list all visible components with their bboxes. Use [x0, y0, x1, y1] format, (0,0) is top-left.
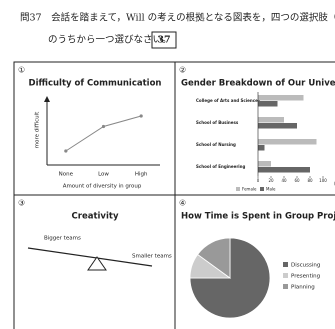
- pie-slice: [197, 237, 231, 279]
- legend-swatch: [283, 273, 288, 278]
- y-tick-label: School of Business: [196, 120, 239, 125]
- x-tick-label: 100: [319, 178, 327, 183]
- point: [64, 149, 68, 153]
- bar: [258, 123, 297, 129]
- bar: [258, 167, 310, 173]
- panel-grid: [13, 61, 335, 329]
- bar: [258, 101, 278, 107]
- question-line: 問37 会話を踏まえて，Will の考えの根拠となる図表を，四つの選択肢（①～④: [20, 12, 335, 24]
- y-tick-label: College of Arts and Sciences: [196, 98, 261, 103]
- legend-swatch: [283, 262, 288, 267]
- choice-number: ④: [179, 199, 186, 208]
- answer-number: 37: [157, 35, 170, 46]
- legend-swatch: [236, 187, 240, 191]
- x-axis-label: Amount of diversity in group: [63, 184, 142, 190]
- legend-label: Planning: [291, 285, 315, 291]
- chart-title: Gender Breakdown of Our University: [181, 79, 335, 89]
- chart-title: How Time is Spent in Group Projects: [181, 212, 335, 222]
- point: [101, 124, 106, 129]
- bar: [258, 117, 284, 123]
- legend-label: Female: [242, 187, 257, 192]
- arrow-head: [44, 96, 50, 102]
- x-tick-label: 0: [257, 178, 260, 183]
- x-tick-label: Low: [98, 172, 109, 178]
- seesaw-label: Bigger teams: [44, 236, 81, 242]
- legend-label: Presenting: [291, 274, 320, 280]
- bar: [258, 95, 304, 101]
- question-line: のうちから一つ選びなさい。: [48, 35, 172, 46]
- bar: [258, 139, 317, 145]
- seesaw-beam: [27, 247, 153, 267]
- y-tick-label: School of Engineering: [196, 164, 246, 169]
- chart-title: Difficulty of Communication: [29, 79, 162, 89]
- choice-number: ③: [18, 199, 25, 208]
- x-tick-label: 20: [268, 178, 274, 183]
- x-tick-label: 60: [294, 178, 300, 183]
- point: [139, 114, 143, 118]
- chart-title: Creativity: [72, 212, 119, 222]
- choice-number: ①: [18, 66, 25, 75]
- legend-swatch: [260, 187, 264, 191]
- legend-label: Male: [266, 187, 276, 192]
- fulcrum: [87, 256, 107, 271]
- x-tick-label: None: [59, 172, 74, 178]
- x-tick-label: 40: [281, 178, 287, 183]
- legend-label: Discussing: [291, 263, 320, 269]
- y-tick-label: School of Nursing: [196, 142, 236, 147]
- x-tick-label: 80: [307, 178, 313, 183]
- seesaw-label: Smaller teams: [132, 254, 172, 260]
- legend-swatch: [283, 284, 288, 289]
- answer-box: [151, 31, 177, 49]
- bar: [258, 145, 265, 151]
- y-axis-label: more difficult: [35, 111, 41, 148]
- line: [65, 115, 142, 152]
- bar: [258, 161, 271, 167]
- x-tick-label: High: [135, 172, 148, 178]
- choice-number: ②: [179, 66, 186, 75]
